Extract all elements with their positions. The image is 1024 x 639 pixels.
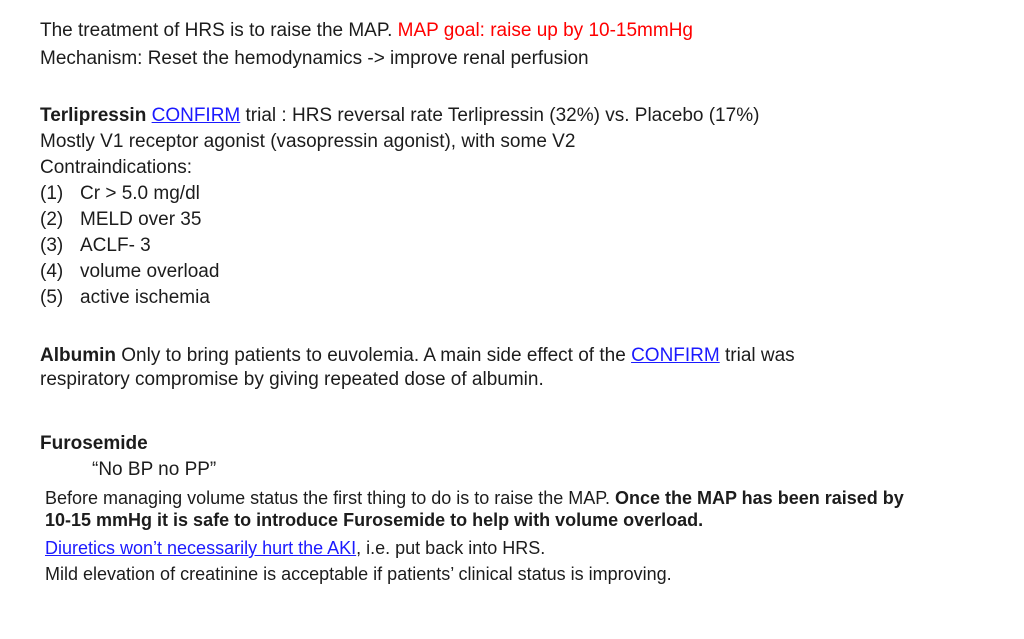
furosemide-quote-line: “No BP no PP” bbox=[40, 457, 994, 483]
albumin-text: trial was bbox=[719, 345, 795, 366]
albumin-text: respiratory compromise by giving repeate… bbox=[40, 369, 544, 390]
terlipressin-heading-line: Terlipressin CONFIRM trial : HRS reversa… bbox=[40, 103, 994, 129]
furosemide-para-line-2: 10-15 mmHg it is safe to introduce Furos… bbox=[45, 509, 994, 531]
albumin-block: Albumin Only to bring patients to euvole… bbox=[40, 344, 960, 392]
list-number: (2) bbox=[40, 209, 64, 230]
contraindications-label-line: Contraindications: bbox=[40, 155, 994, 181]
list-number: (5) bbox=[40, 287, 64, 308]
list-number: (1) bbox=[40, 183, 64, 204]
terlipressin-mechanism-line: Mostly V1 receptor agonist (vasopressin … bbox=[40, 129, 994, 155]
list-text: ACLF- 3 bbox=[80, 235, 151, 256]
contraindication-item: (5) active ischemia bbox=[40, 285, 994, 311]
diuretics-line: Diuretics won’t necessarily hurt the AKI… bbox=[45, 535, 994, 561]
list-text: MELD over 35 bbox=[80, 209, 202, 230]
contraindication-item: (2) MELD over 35 bbox=[40, 207, 994, 233]
slide-content: The treatment of HRS is to raise the MAP… bbox=[40, 17, 994, 587]
albumin-line-2: respiratory compromise by giving repeate… bbox=[40, 368, 960, 392]
creatinine-line: Mild elevation of creatinine is acceptab… bbox=[45, 561, 994, 587]
albumin-text: Only to bring patients to euvolemia. A m… bbox=[116, 345, 632, 366]
contraindication-item: (4) volume overload bbox=[40, 259, 994, 285]
terlipressin-block: Terlipressin CONFIRM trial : HRS reversa… bbox=[40, 103, 994, 311]
receptor-description: Mostly V1 receptor agonist (vasopressin … bbox=[40, 131, 576, 152]
confirm-trial-link[interactable]: CONFIRM bbox=[631, 345, 720, 366]
list-text: Cr > 5.0 mg/dl bbox=[80, 183, 200, 204]
furosemide-heading: Furosemide bbox=[40, 433, 148, 454]
contraindications-label: Contraindications: bbox=[40, 157, 193, 178]
mechanism-statement: Mechanism: Reset the hemodynamics -> imp… bbox=[40, 48, 589, 69]
terlipressin-heading: Terlipressin bbox=[40, 105, 152, 126]
contraindication-item: (3) ACLF- 3 bbox=[40, 233, 994, 259]
albumin-line-1: Albumin Only to bring patients to euvole… bbox=[40, 344, 960, 368]
bp-pp-quote: “No BP no PP” bbox=[92, 459, 217, 480]
furosemide-heading-line: Furosemide bbox=[40, 431, 994, 457]
map-raised-emphasis: Once the MAP has been raised by bbox=[614, 488, 904, 508]
intro-line-1: The treatment of HRS is to raise the MAP… bbox=[40, 17, 994, 45]
list-number: (4) bbox=[40, 261, 64, 282]
intro-line-2: Mechanism: Reset the hemodynamics -> imp… bbox=[40, 45, 994, 73]
furosemide-tail: Diuretics won’t necessarily hurt the AKI… bbox=[40, 535, 994, 587]
map-raised-emphasis: 10-15 mmHg it is safe to introduce Furos… bbox=[45, 510, 704, 530]
confirm-trial-link[interactable]: CONFIRM bbox=[151, 105, 241, 126]
list-text: active ischemia bbox=[80, 287, 210, 308]
treatment-statement: The treatment of HRS is to raise the MAP… bbox=[40, 20, 398, 41]
confirm-trial-results: trial : HRS reversal rate Terlipressin (… bbox=[240, 105, 760, 126]
albumin-heading: Albumin bbox=[40, 345, 116, 366]
furosemide-block: Furosemide “No BP no PP” Before managing… bbox=[40, 431, 994, 587]
creatinine-text: Mild elevation of creatinine is acceptab… bbox=[45, 564, 672, 584]
map-goal-highlight: MAP goal: raise up by 10-15mmHg bbox=[397, 20, 693, 41]
list-number: (3) bbox=[40, 235, 64, 256]
list-text: volume overload bbox=[80, 261, 220, 282]
furosemide-paragraph: Before managing volume status the first … bbox=[40, 487, 994, 531]
furosemide-text: Before managing volume status the first … bbox=[45, 488, 615, 508]
diuretics-aki-link[interactable]: Diuretics won’t necessarily hurt the AKI bbox=[45, 538, 357, 558]
contraindication-item: (1) Cr > 5.0 mg/dl bbox=[40, 181, 994, 207]
diuretics-text: , i.e. put back into HRS. bbox=[356, 538, 546, 558]
furosemide-para-line-1: Before managing volume status the first … bbox=[45, 487, 994, 509]
intro-block: The treatment of HRS is to raise the MAP… bbox=[40, 17, 994, 73]
